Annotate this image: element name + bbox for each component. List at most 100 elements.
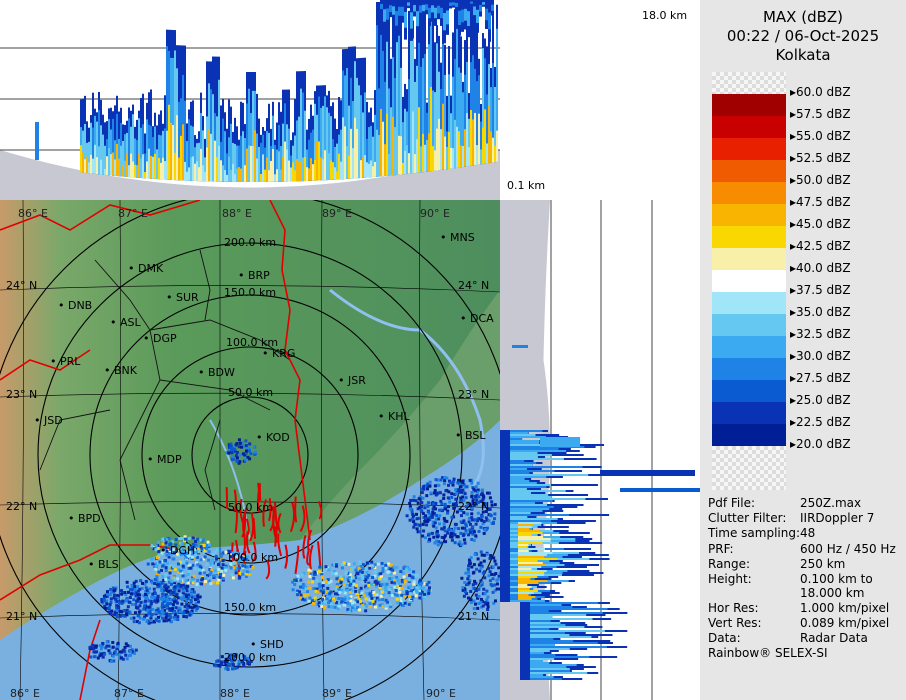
station-krg: • KRG xyxy=(262,347,296,360)
station-dnb: • DNB xyxy=(58,299,93,312)
station-bls: • BLS xyxy=(88,558,119,571)
station-bpd: • BPD xyxy=(68,512,101,525)
lon-label-90-bottom: 90° E xyxy=(426,687,456,700)
legend-label: ▸30.0 dBZ xyxy=(790,349,851,363)
info-value: 18.000 km xyxy=(800,586,865,600)
info-value: 600 Hz / 450 Hz xyxy=(800,542,896,556)
legend-swatch xyxy=(712,402,786,424)
delta-border xyxy=(225,482,323,580)
lat-label-21-right: 21° N xyxy=(458,610,490,623)
info-value: Radar Data xyxy=(800,631,868,645)
station-bdw: • BDW xyxy=(198,366,235,379)
info-key: Vert Res: xyxy=(708,616,762,630)
range-label-150: 150.0 km xyxy=(224,286,277,299)
legend-label: ▸22.5 dBZ xyxy=(790,415,851,429)
range-label-50-lower: 50.0 km xyxy=(228,501,274,514)
station-mns: • MNS xyxy=(440,231,475,244)
station-kod: • KOD xyxy=(256,431,290,444)
station-bnk: • BNK xyxy=(104,364,137,377)
height-bottom-label: 0.1 km xyxy=(507,179,546,192)
range-label-100-lower: 100.0 km xyxy=(226,551,279,564)
lon-label-89: 89° E xyxy=(322,207,352,220)
station-dgp: • DGP xyxy=(143,332,177,345)
lon-label-89-bottom: 89° E xyxy=(322,687,352,700)
lon-label-87-bottom: 87° E xyxy=(114,687,144,700)
station-dca: • DCA xyxy=(460,312,494,325)
range-label-200-lower: 200.0 km xyxy=(224,651,277,664)
station-prl: • PRL xyxy=(50,355,81,368)
legend-label: ▸52.5 dBZ xyxy=(790,151,851,165)
lat-label-22: 22° N xyxy=(6,500,38,513)
lon-label-88: 88° E xyxy=(222,207,252,220)
legend-swatch xyxy=(712,314,786,336)
station-shd: • SHD xyxy=(250,638,284,651)
info-key: Pdf File: xyxy=(708,496,756,510)
info-value: 0.100 km to xyxy=(800,572,873,586)
top-section-shadow xyxy=(0,150,500,200)
legend-swatch xyxy=(712,292,786,314)
corner-panel xyxy=(500,0,700,200)
legend-label: ▸60.0 dBZ xyxy=(790,85,851,99)
lon-label-87: 87° E xyxy=(118,207,148,220)
info-key: Data: xyxy=(708,631,741,645)
legend-label: ▸40.0 dBZ xyxy=(790,261,851,275)
legend-label: ▸37.5 dBZ xyxy=(790,283,851,297)
footer-credit: Rainbow® SELEX-SI xyxy=(708,646,828,660)
lat-label-21: 21° N xyxy=(6,610,38,623)
station-brp: • BRP xyxy=(238,269,270,282)
station-bsl: • BSL xyxy=(455,429,486,442)
scan-datetime: 00:22 / 06-Oct-2025 xyxy=(726,27,880,45)
station-jsd: • JSD xyxy=(34,414,63,427)
legend-label: ▸45.0 dBZ xyxy=(790,217,851,231)
station-jsr: • JSR xyxy=(338,374,366,387)
lon-label-90: 90° E xyxy=(420,207,450,220)
info-key: Range: xyxy=(708,557,751,571)
map-echo xyxy=(88,438,500,671)
height-top-label: 18.0 km xyxy=(642,9,688,22)
top-section-echo xyxy=(35,0,498,182)
legend-swatch xyxy=(712,270,786,292)
info-value: 250Z.max xyxy=(800,496,862,510)
legend-label: ▸35.0 dBZ xyxy=(790,305,851,319)
legend-label: ▸55.0 dBZ xyxy=(790,129,851,143)
legend-label: ▸27.5 dBZ xyxy=(790,371,851,385)
range-label-200: 200.0 km xyxy=(224,236,277,249)
info-value: 250 km xyxy=(800,557,846,571)
legend-swatch xyxy=(712,380,786,402)
info-key: Height: xyxy=(708,572,752,586)
legend-swatch xyxy=(712,204,786,226)
sea-area xyxy=(0,420,500,700)
range-label-100: 100.0 km xyxy=(226,336,279,349)
legend-below-threshold xyxy=(712,446,786,490)
info-key: Time sampling: xyxy=(708,526,801,540)
legend-label: ▸42.5 dBZ xyxy=(790,239,851,253)
legend-swatch xyxy=(712,358,786,380)
legend-swatch xyxy=(712,182,786,204)
info-key: Clutter Filter: xyxy=(708,511,787,525)
lon-label-86-bottom: 86° E xyxy=(10,687,40,700)
legend-label: ▸50.0 dBZ xyxy=(790,173,851,187)
legend-swatch xyxy=(712,72,786,94)
legend-label: ▸20.0 dBZ xyxy=(790,437,851,451)
legend-label: ▸57.5 dBZ xyxy=(790,107,851,121)
info-value: IIRDoppler 7 xyxy=(800,511,875,525)
info-value: 48 xyxy=(800,526,816,540)
lat-label-23: 23° N xyxy=(6,388,38,401)
info-key: PRF: xyxy=(708,542,734,556)
lon-label-88-bottom: 88° E xyxy=(220,687,250,700)
range-rings xyxy=(0,200,500,700)
legend-label: ▸47.5 dBZ xyxy=(790,195,851,209)
legend-swatch xyxy=(712,94,786,116)
lon-label-86: 86° E xyxy=(18,207,48,220)
legend-swatch xyxy=(712,160,786,182)
station-khl: • KHL xyxy=(378,410,410,423)
station-dgh: • DGH xyxy=(160,544,196,557)
lat-label-22-right: 22° N xyxy=(458,500,490,513)
range-label-150-lower: 150.0 km xyxy=(224,601,277,614)
product-title: MAX (dBZ) xyxy=(762,8,844,26)
station-dmk: • DMK xyxy=(128,262,164,275)
station-name: Kolkata xyxy=(775,46,831,64)
lat-label-24-right: 24° N xyxy=(458,279,490,292)
